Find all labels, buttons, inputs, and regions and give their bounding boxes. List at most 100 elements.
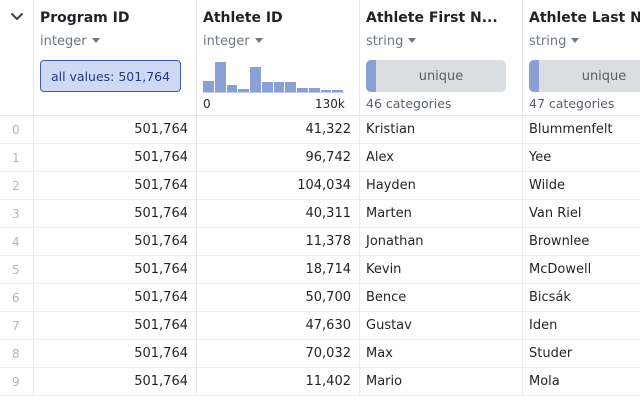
- row-index: 9: [0, 368, 34, 396]
- column-header-athlete-first-name[interactable]: Athlete First N... string unique 46 cate…: [360, 0, 523, 116]
- table-row[interactable]: 6 501,764 50,700 Bence Bicsák: [0, 284, 640, 312]
- cell-athlete-id[interactable]: 11,378: [197, 228, 360, 256]
- cell-first-name[interactable]: Bence: [360, 284, 523, 312]
- cell-last-name[interactable]: McDowell: [529, 262, 592, 277]
- cell-athlete-id[interactable]: 18,714: [197, 256, 360, 284]
- unique-values-bar[interactable]: unique: [366, 60, 506, 92]
- table-row[interactable]: 4 501,764 11,378 Jonathan Brownlee: [0, 228, 640, 256]
- chevron-down-icon[interactable]: [10, 10, 24, 24]
- column-type-selector[interactable]: string: [529, 34, 580, 49]
- cell-program-id[interactable]: 501,764: [34, 200, 197, 228]
- histogram[interactable]: [203, 60, 344, 92]
- cell-athlete-id[interactable]: 41,322: [197, 116, 360, 144]
- row-index: 8: [0, 340, 34, 368]
- column-type: integer: [203, 34, 250, 49]
- column-type-selector[interactable]: string: [366, 34, 417, 49]
- histogram-bar[interactable]: [297, 88, 308, 92]
- triangle-down-icon: [408, 38, 417, 43]
- table-row[interactable]: 5 501,764 18,714 Kevin McDowell: [0, 256, 640, 284]
- cell-program-id[interactable]: 501,764: [34, 256, 197, 284]
- row-index: 6: [0, 284, 34, 312]
- histogram-bar[interactable]: [332, 90, 343, 92]
- index-header: [0, 0, 34, 116]
- cell-last-name[interactable]: Brownlee: [529, 234, 590, 249]
- cell-first-name[interactable]: Max: [360, 340, 523, 368]
- column-name: Athlete ID: [203, 10, 283, 26]
- cell-last-name[interactable]: Wilde: [529, 178, 566, 193]
- column-type-selector[interactable]: integer: [203, 34, 263, 49]
- table-row[interactable]: 8 501,764 70,032 Max Studer: [0, 340, 640, 368]
- histogram-bar[interactable]: [273, 82, 285, 92]
- row-index: 1: [0, 144, 34, 172]
- cell-athlete-id[interactable]: 40,311: [197, 200, 360, 228]
- cell-first-name[interactable]: Alex: [360, 144, 523, 172]
- column-name: Program ID: [40, 10, 130, 26]
- table-row[interactable]: 0 501,764 41,322 Kristian Blummenfelt: [0, 116, 640, 144]
- unique-bar-fill: [366, 60, 376, 92]
- cell-athlete-id[interactable]: 50,700: [197, 284, 360, 312]
- column-type: string: [366, 34, 404, 49]
- histogram-bar[interactable]: [226, 85, 238, 92]
- unique-label: unique: [418, 68, 464, 84]
- cell-program-id[interactable]: 501,764: [34, 284, 197, 312]
- row-index: 3: [0, 200, 34, 228]
- all-values-summary[interactable]: all values: 501,764: [40, 60, 181, 92]
- category-count: 46 categories: [366, 96, 452, 111]
- cell-first-name[interactable]: Hayden: [360, 172, 523, 200]
- cell-last-name[interactable]: Yee: [529, 150, 552, 165]
- cell-program-id[interactable]: 501,764: [34, 144, 197, 172]
- column-header-program-id[interactable]: Program ID integer all values: 501,764: [34, 0, 197, 116]
- cell-athlete-id[interactable]: 70,032: [197, 340, 360, 368]
- row-index: 4: [0, 228, 34, 256]
- table-row[interactable]: 2 501,764 104,034 Hayden Wilde: [0, 172, 640, 200]
- histogram-baseline: [203, 92, 344, 93]
- histogram-bar[interactable]: [285, 82, 296, 92]
- cell-last-name[interactable]: Van Riel: [529, 206, 582, 221]
- row-index: 5: [0, 256, 34, 284]
- table-row[interactable]: 3 501,764 40,311 Marten Van Riel: [0, 200, 640, 228]
- cell-program-id[interactable]: 501,764: [34, 116, 197, 144]
- column-type: integer: [40, 34, 87, 49]
- histogram-bar[interactable]: [238, 89, 249, 92]
- cell-athlete-id[interactable]: 96,742: [197, 144, 360, 172]
- cell-program-id[interactable]: 501,764: [34, 312, 197, 340]
- column-type: string: [529, 34, 567, 49]
- row-index: 0: [0, 116, 34, 144]
- table-row[interactable]: 7 501,764 47,630 Gustav Iden: [0, 312, 640, 340]
- cell-first-name[interactable]: Kristian: [360, 116, 523, 144]
- cell-program-id[interactable]: 501,764: [34, 172, 197, 200]
- histogram-bar[interactable]: [214, 62, 226, 92]
- cell-first-name[interactable]: Jonathan: [360, 228, 523, 256]
- table-row[interactable]: 1 501,764 96,742 Alex Yee: [0, 144, 640, 172]
- histogram-bar[interactable]: [203, 81, 214, 92]
- column-type-selector[interactable]: integer: [40, 34, 100, 49]
- cell-first-name[interactable]: Gustav: [360, 312, 523, 340]
- cell-athlete-id[interactable]: 11,402: [197, 368, 360, 396]
- cell-last-name[interactable]: Iden: [529, 318, 558, 333]
- unique-values-bar[interactable]: unique: [529, 60, 640, 92]
- table-row[interactable]: 9 501,764 11,402 Mario Mola: [0, 368, 640, 396]
- histogram-bar[interactable]: [320, 90, 332, 92]
- cell-last-name[interactable]: Mola: [529, 374, 560, 389]
- cell-first-name[interactable]: Kevin: [360, 256, 523, 284]
- cell-first-name[interactable]: Mario: [360, 368, 523, 396]
- cell-first-name[interactable]: Marten: [360, 200, 523, 228]
- histogram-bar[interactable]: [308, 88, 320, 92]
- triangle-down-icon: [91, 38, 100, 43]
- unique-label: unique: [581, 68, 627, 84]
- cell-athlete-id[interactable]: 47,630: [197, 312, 360, 340]
- cell-last-name[interactable]: Bicsák: [529, 290, 571, 305]
- histogram-min-label: 0: [203, 97, 211, 111]
- column-header-athlete-id[interactable]: Athlete ID integer 0 130k: [197, 0, 360, 116]
- histogram-bar[interactable]: [261, 82, 273, 92]
- unique-bar-fill: [529, 60, 539, 92]
- cell-program-id[interactable]: 501,764: [34, 340, 197, 368]
- cell-last-name[interactable]: Blummenfelt: [529, 122, 613, 137]
- column-header-athlete-last-name[interactable]: Athlete Last N... string unique 47 categ…: [523, 0, 640, 116]
- histogram-max-label: 130k: [315, 97, 345, 111]
- cell-last-name[interactable]: Studer: [529, 346, 573, 361]
- histogram-bar[interactable]: [250, 67, 261, 92]
- cell-program-id[interactable]: 501,764: [34, 228, 197, 256]
- cell-athlete-id[interactable]: 104,034: [197, 172, 360, 200]
- cell-program-id[interactable]: 501,764: [34, 368, 197, 396]
